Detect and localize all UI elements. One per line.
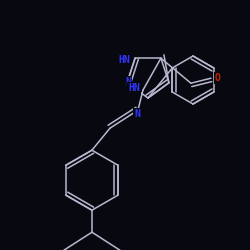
- Text: HN: HN: [128, 83, 140, 93]
- Text: O: O: [215, 73, 221, 83]
- Text: HN: HN: [118, 55, 130, 65]
- Text: N: N: [125, 77, 131, 87]
- Text: N: N: [134, 109, 140, 119]
